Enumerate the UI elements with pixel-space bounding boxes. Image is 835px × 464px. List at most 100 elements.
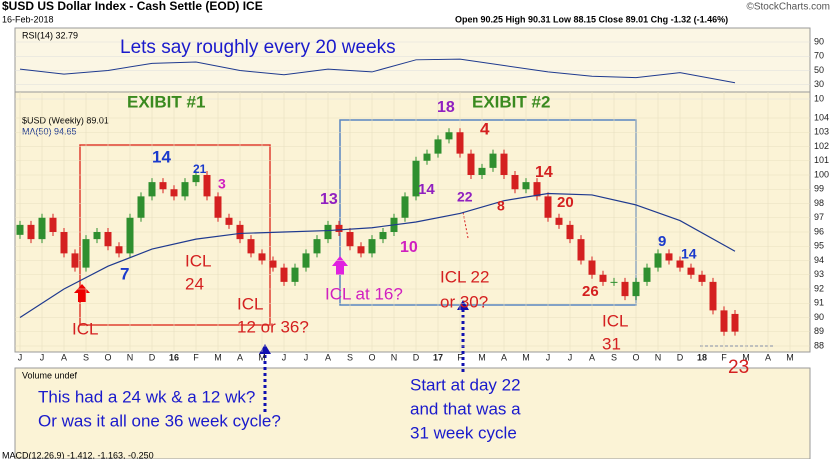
x-tick-label: M	[214, 352, 222, 362]
y-tick-label: 90	[814, 312, 824, 322]
candle	[665, 253, 673, 261]
x-tick-label: N	[391, 352, 398, 362]
candle	[104, 232, 112, 247]
y-tick-label: 91	[814, 298, 824, 308]
x-tick-label: J	[568, 352, 573, 362]
candle	[720, 310, 728, 332]
candle	[555, 217, 563, 225]
candle	[687, 267, 695, 275]
candle	[412, 160, 420, 197]
candle	[368, 239, 376, 254]
y-tick-label: 97	[814, 212, 824, 222]
candle	[302, 253, 310, 268]
annotation: ICL	[237, 294, 263, 313]
annotation: 9	[658, 233, 666, 250]
x-tick-label: A	[765, 352, 771, 362]
ma-line	[19, 192, 736, 319]
candle	[148, 182, 156, 197]
annotation: 18	[437, 99, 455, 116]
candle	[566, 224, 574, 240]
candle	[203, 175, 211, 197]
candle	[181, 182, 189, 197]
x-tick-label: O	[368, 352, 375, 362]
x-tick-label: J	[546, 352, 551, 362]
annotation: ICL	[185, 251, 211, 270]
x-tick-label: D	[413, 352, 420, 362]
candle	[16, 224, 24, 235]
rsi-tick-label: 10	[814, 93, 824, 103]
annotation: 8	[497, 198, 505, 214]
y-tick-label: 95	[814, 241, 824, 251]
volume-panel	[14, 367, 811, 460]
volume-legend: Volume undef	[22, 370, 78, 380]
annotation: 12 or 36?	[237, 317, 309, 336]
candle	[610, 281, 618, 283]
x-tick-label: A	[501, 352, 507, 362]
rsi-line	[19, 58, 736, 84]
rsi-tick-label: 30	[814, 79, 824, 89]
annotation: and that was a	[410, 399, 521, 418]
annotation: 3	[218, 176, 226, 192]
candle	[137, 196, 145, 218]
x-tick-label: J	[40, 352, 45, 362]
candle	[632, 281, 640, 297]
candle	[115, 246, 123, 254]
candle	[643, 267, 651, 282]
annotation: ICL at 16?	[325, 284, 403, 303]
annotation: 14	[152, 147, 171, 166]
candle	[489, 153, 497, 168]
x-tick-label: M	[522, 352, 530, 362]
candle	[159, 182, 167, 190]
x-tick-label: D	[677, 352, 684, 362]
candle	[313, 239, 321, 254]
y-tick-label: 93	[814, 269, 824, 279]
price-legend: $USD (Weekly) 89.01	[22, 115, 109, 125]
x-tick-label: A	[589, 352, 595, 362]
x-tick-label: J	[18, 352, 23, 362]
annotation: 13	[320, 191, 338, 208]
rsi-tick-label: 50	[814, 65, 824, 75]
candle	[324, 224, 332, 240]
candle	[225, 217, 233, 225]
candle	[478, 167, 486, 175]
annotation: 31 week cycle	[410, 423, 517, 442]
y-tick-label: 104	[814, 112, 829, 122]
x-tick-label: A	[237, 352, 243, 362]
x-tick-label: J	[304, 352, 309, 362]
candle	[291, 267, 299, 282]
candle	[126, 217, 134, 254]
candle	[60, 232, 68, 254]
y-tick-label: 88	[814, 340, 824, 350]
source: ©StockCharts.com	[746, 2, 830, 13]
annotation: or 30?	[440, 292, 488, 311]
rsi-panel	[14, 27, 811, 93]
candle	[236, 224, 244, 240]
candle	[533, 182, 541, 197]
rsi-legend: RSI(14) 32.79	[22, 30, 78, 40]
x-tick-label: F	[193, 352, 199, 362]
ma-legend: MA(50) 94.65	[22, 126, 77, 136]
annotation: 23	[728, 357, 749, 378]
macd-legend: MACD(12,26,9) -1.412, -1.163, -0.250	[2, 450, 154, 459]
x-tick-label: J	[282, 352, 287, 362]
candle	[170, 189, 178, 197]
x-tick-label: S	[347, 352, 353, 362]
quote: Open 90.25 High 90.31 Low 88.15 Close 89…	[455, 14, 728, 24]
x-tick-label: O	[104, 352, 111, 362]
x-tick-label: M	[742, 352, 750, 362]
candle	[214, 196, 222, 218]
candle	[731, 313, 739, 332]
candle	[71, 253, 79, 268]
candle	[434, 139, 442, 154]
x-tick-label: O	[632, 352, 639, 362]
candle	[280, 267, 288, 282]
candle	[423, 153, 431, 161]
x-tick-label: M	[258, 352, 266, 362]
candle	[192, 175, 200, 183]
x-tick-label: M	[478, 352, 486, 362]
annotation: Lets say roughly every 20 weeks	[120, 37, 396, 58]
date: 16-Feb-2018	[2, 14, 54, 24]
y-tick-label: 94	[814, 255, 824, 265]
x-tick-label: S	[611, 352, 617, 362]
candle	[500, 153, 508, 175]
